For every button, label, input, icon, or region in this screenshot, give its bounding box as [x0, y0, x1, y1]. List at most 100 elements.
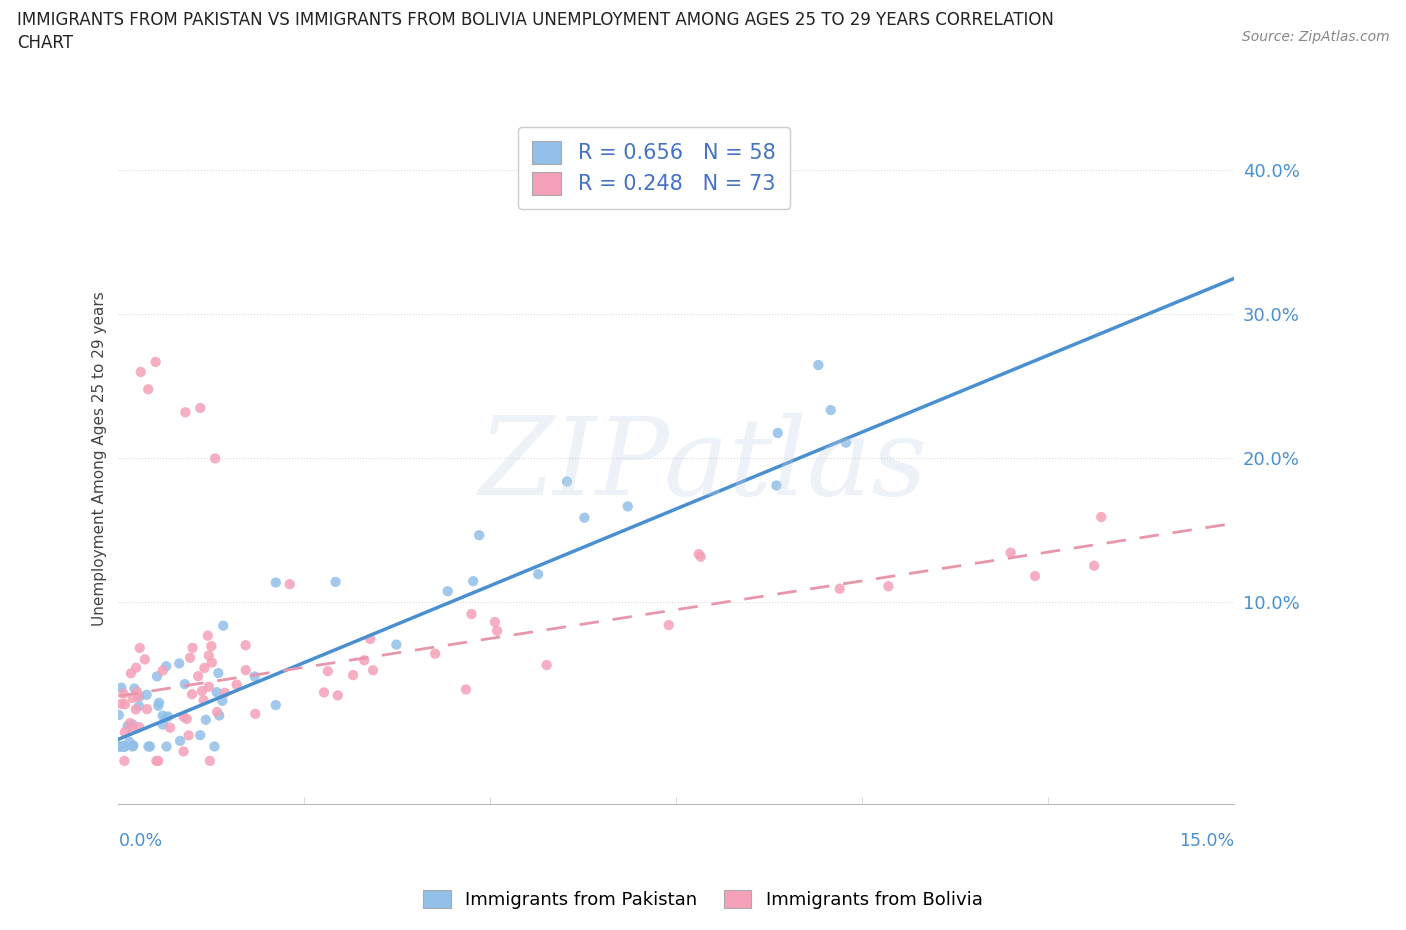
Point [765, 478, 787, 493]
Point [136, 702, 159, 717]
Point [717, 184, 740, 199]
Point [835, 435, 858, 450]
Point [361, 663, 384, 678]
Point [205, 684, 228, 699]
Point [188, 728, 211, 743]
Point [385, 637, 408, 652]
Point [616, 499, 638, 514]
Point [127, 689, 149, 704]
Point [235, 663, 257, 678]
Text: 0.0%: 0.0% [118, 832, 163, 850]
Point [200, 639, 222, 654]
Point [146, 669, 169, 684]
Point [204, 739, 226, 754]
Point [193, 693, 215, 708]
Point [157, 710, 180, 724]
Point [1090, 510, 1112, 525]
Point [225, 677, 247, 692]
Point [176, 711, 198, 726]
Point [112, 739, 135, 754]
Point [148, 753, 170, 768]
Point [312, 685, 335, 700]
Point [152, 717, 174, 732]
Point [145, 354, 167, 369]
Point [120, 666, 142, 681]
Point [423, 646, 446, 661]
Point [198, 753, 221, 768]
Y-axis label: Unemployment Among Ages 25 to 29 years: Unemployment Among Ages 25 to 29 years [93, 291, 107, 626]
Point [574, 511, 596, 525]
Point [152, 663, 174, 678]
Point [688, 547, 710, 562]
Point [658, 618, 681, 632]
Point [555, 474, 578, 489]
Point [112, 739, 135, 754]
Point [436, 584, 458, 599]
Text: Source: ZipAtlas.com: Source: ZipAtlas.com [1241, 30, 1389, 44]
Point [181, 641, 204, 656]
Point [173, 710, 195, 724]
Point [212, 618, 235, 633]
Point [110, 680, 132, 695]
Point [454, 682, 477, 697]
Point [177, 728, 200, 743]
Point [235, 638, 257, 653]
Point [359, 631, 381, 646]
Point [264, 698, 287, 712]
Point [127, 684, 149, 699]
Legend: Immigrants from Pakistan, Immigrants from Bolivia: Immigrants from Pakistan, Immigrants fro… [416, 883, 990, 916]
Point [174, 405, 197, 419]
Point [689, 550, 711, 565]
Point [128, 689, 150, 704]
Point [245, 707, 267, 722]
Point [205, 705, 228, 720]
Point [197, 628, 219, 643]
Point [820, 403, 842, 418]
Point [118, 716, 141, 731]
Point [128, 641, 150, 656]
Point [194, 712, 217, 727]
Point [197, 648, 219, 663]
Point [153, 711, 176, 726]
Point [125, 702, 148, 717]
Point [112, 753, 135, 768]
Point [198, 679, 221, 694]
Legend: R = 0.656   N = 58, R = 0.248   N = 73: R = 0.656 N = 58, R = 0.248 N = 73 [517, 126, 790, 209]
Point [114, 739, 136, 754]
Point [208, 708, 231, 723]
Point [211, 694, 233, 709]
Point [353, 653, 375, 668]
Point [468, 527, 491, 542]
Point [173, 744, 195, 759]
Point [264, 575, 287, 590]
Point [169, 734, 191, 749]
Point [155, 658, 177, 673]
Point [108, 739, 131, 754]
Point [278, 577, 301, 591]
Point [342, 668, 364, 683]
Point [204, 451, 226, 466]
Point [148, 696, 170, 711]
Point [484, 615, 506, 630]
Point [828, 581, 851, 596]
Point [136, 382, 159, 397]
Point [325, 575, 347, 590]
Point [112, 739, 135, 754]
Point [110, 739, 132, 754]
Point [173, 677, 195, 692]
Point [117, 719, 139, 734]
Point [316, 664, 339, 679]
Point [486, 623, 509, 638]
Point [121, 739, 143, 754]
Point [122, 737, 145, 752]
Point [191, 684, 214, 698]
Point [243, 669, 266, 684]
Point [159, 720, 181, 735]
Point [110, 739, 132, 754]
Point [129, 365, 152, 379]
Point [187, 669, 209, 684]
Point [121, 722, 143, 737]
Point [148, 698, 170, 713]
Text: 15.0%: 15.0% [1180, 832, 1234, 850]
Point [536, 658, 558, 672]
